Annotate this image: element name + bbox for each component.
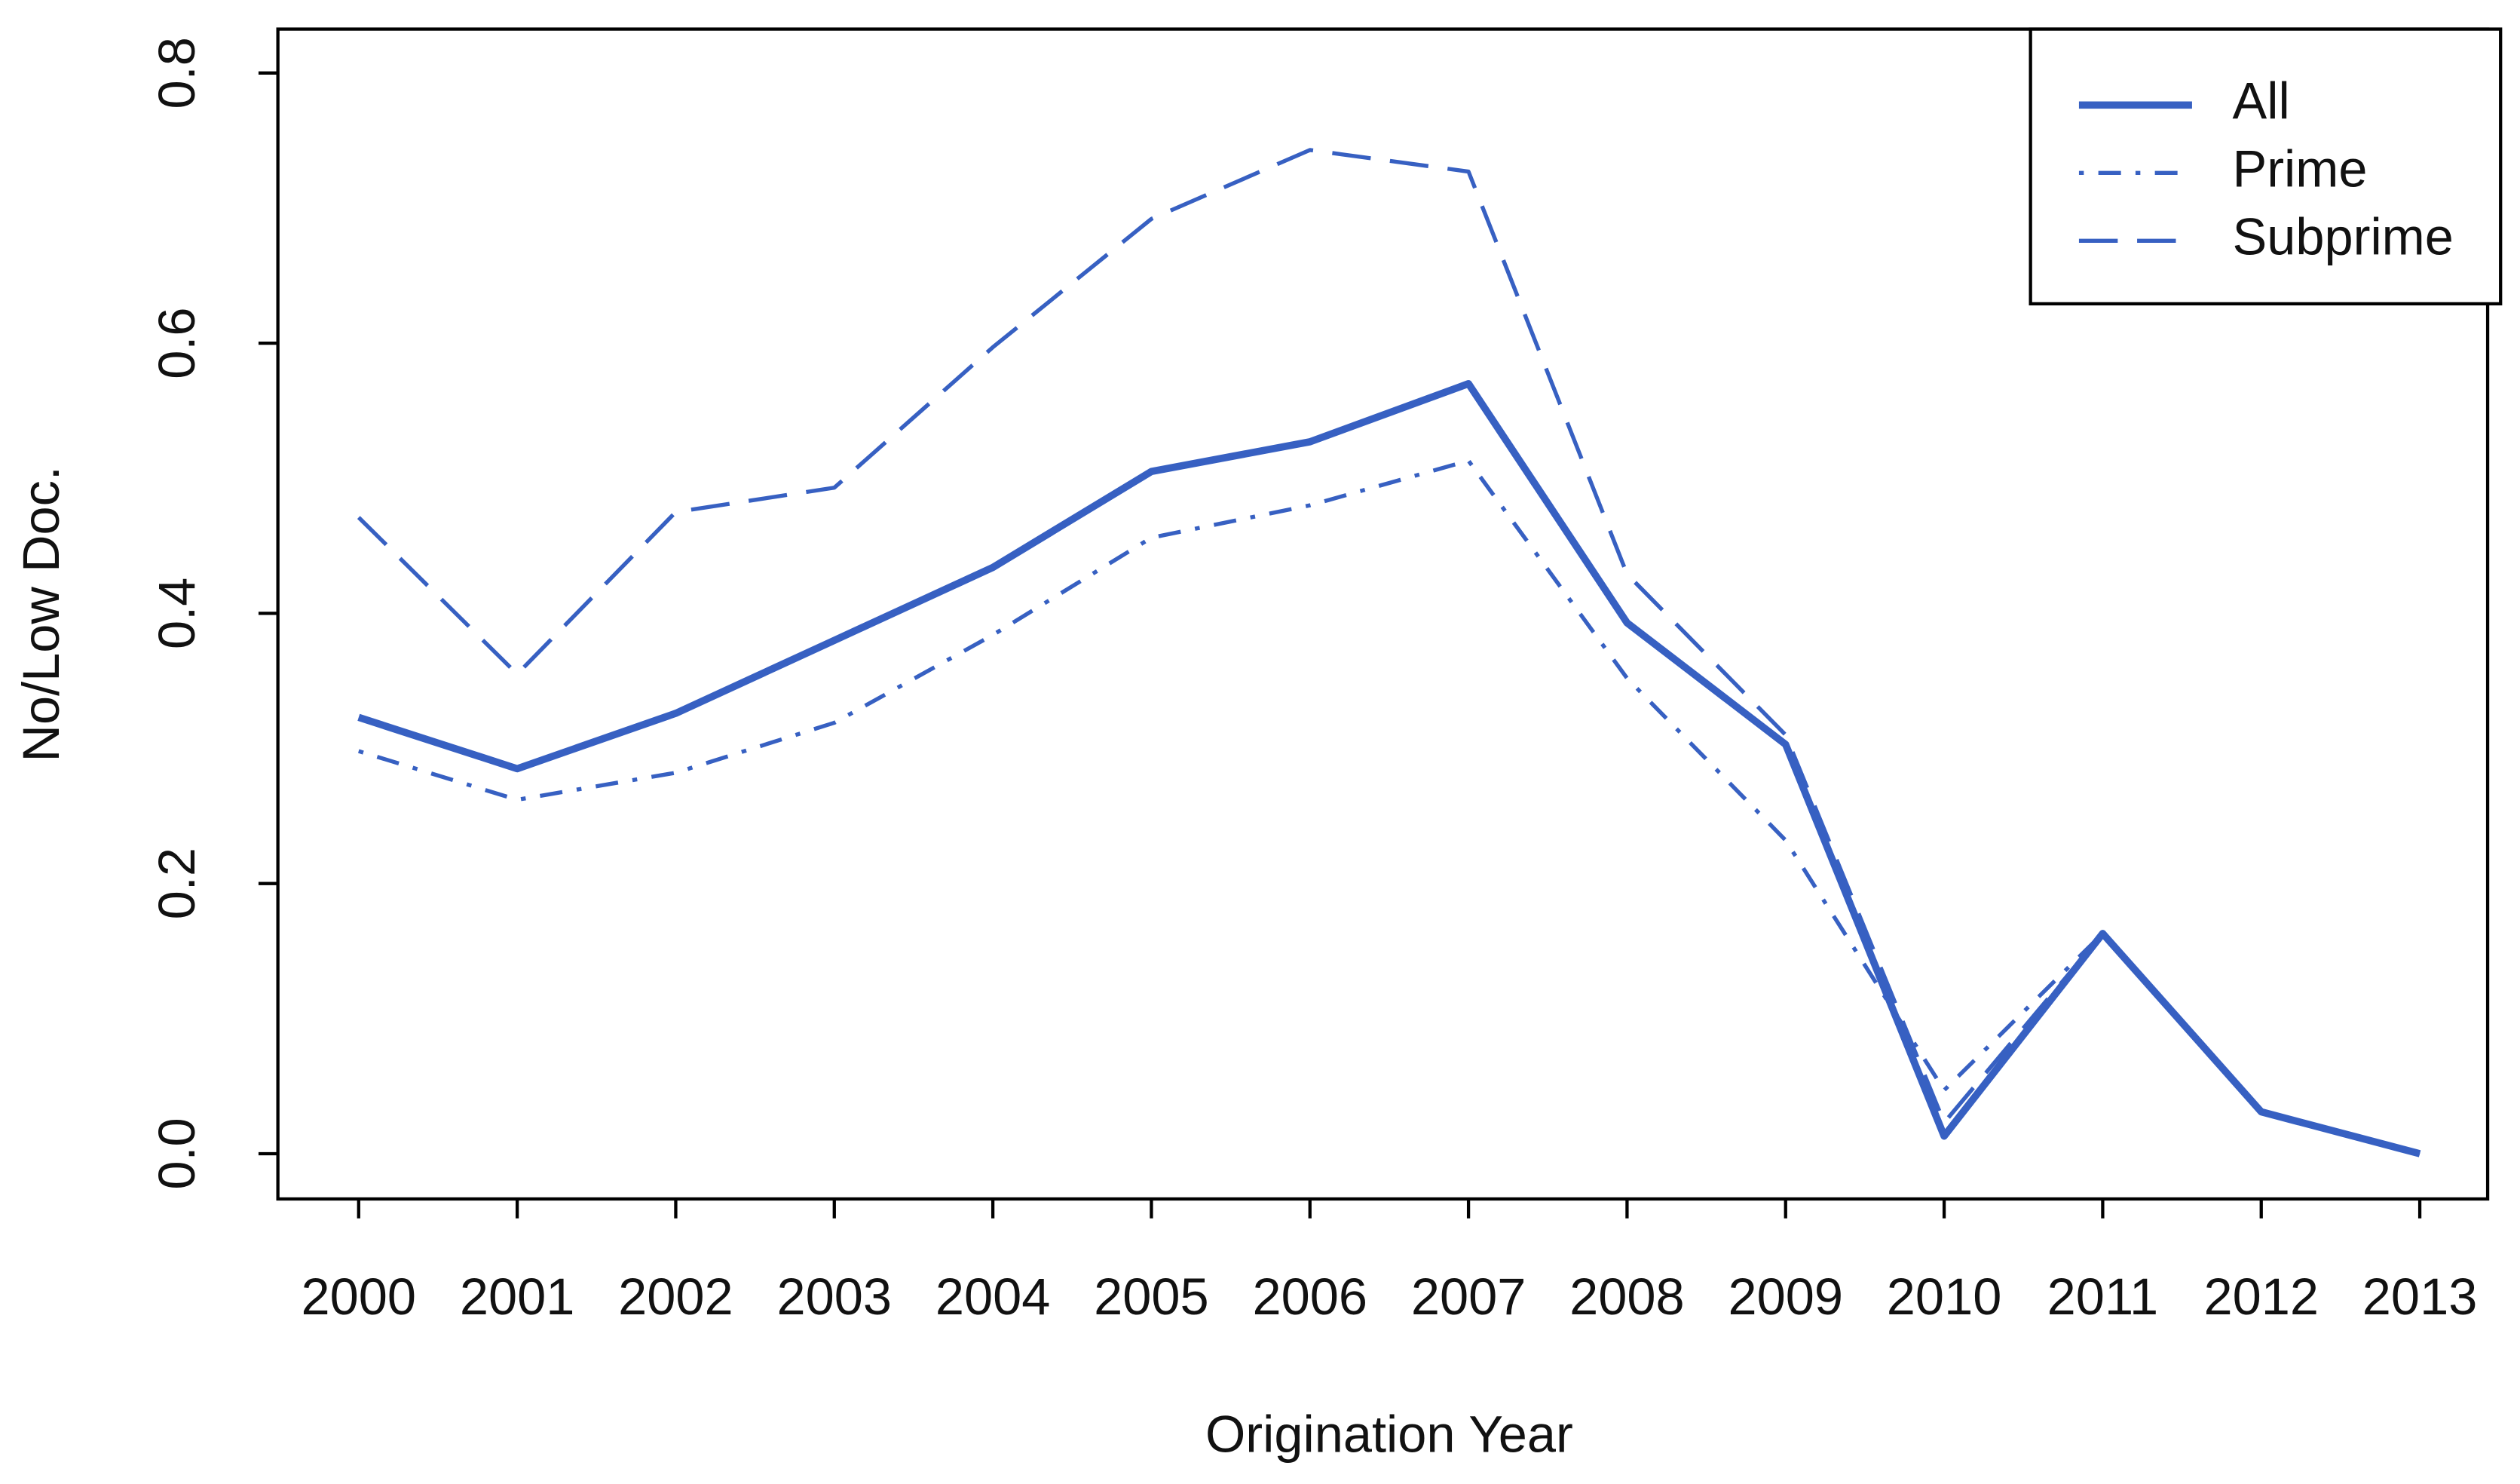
x-tick-label: 2012	[2203, 1268, 2319, 1326]
x-tick-label: 2003	[777, 1268, 893, 1326]
x-tick-label: 2004	[935, 1268, 1051, 1326]
legend-box	[2029, 27, 2503, 305]
y-tick-label: 0.2	[148, 848, 206, 919]
x-tick-label: 2001	[460, 1268, 575, 1326]
x-tick-label: 2011	[2047, 1268, 2158, 1326]
y-tick-label: 0.6	[148, 307, 206, 379]
series-line	[357, 380, 2421, 1157]
y-tick-label: 0.0	[148, 1118, 206, 1189]
x-tick-label: 2005	[1094, 1268, 1209, 1326]
y-tick-label: 0.8	[148, 37, 206, 109]
x-tick-label: 2009	[1728, 1268, 1843, 1326]
x-tick-label: 2006	[1252, 1268, 1367, 1326]
y-tick-label: 0.4	[148, 578, 206, 649]
series-line	[358, 458, 2420, 1156]
x-tick-label: 2008	[1569, 1268, 1685, 1326]
legend-label: All	[2233, 72, 2290, 130]
y-axis-label: No/Low Doc.	[12, 466, 70, 762]
x-tick-label: 2013	[2362, 1268, 2478, 1326]
x-tick-label: 2002	[618, 1268, 733, 1326]
x-tick-label: 2010	[1887, 1268, 2002, 1326]
x-axis-label: Origination Year	[1205, 1405, 1573, 1463]
series-line	[357, 148, 2420, 1156]
x-tick-label: 2007	[1411, 1268, 1526, 1326]
legend-label: Subprime	[2233, 207, 2454, 265]
x-tick-label: 2000	[302, 1268, 417, 1326]
legend-label: Prime	[2233, 140, 2368, 198]
